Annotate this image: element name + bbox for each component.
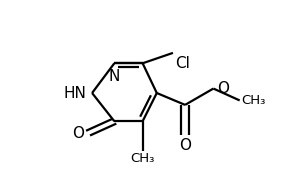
Text: O: O — [179, 138, 191, 153]
Text: O: O — [72, 126, 84, 141]
Text: N: N — [109, 69, 120, 84]
Text: O: O — [218, 81, 230, 96]
Text: HN: HN — [63, 85, 86, 101]
Text: CH₃: CH₃ — [130, 152, 155, 165]
Text: Cl: Cl — [175, 56, 190, 71]
Text: CH₃: CH₃ — [242, 94, 266, 107]
